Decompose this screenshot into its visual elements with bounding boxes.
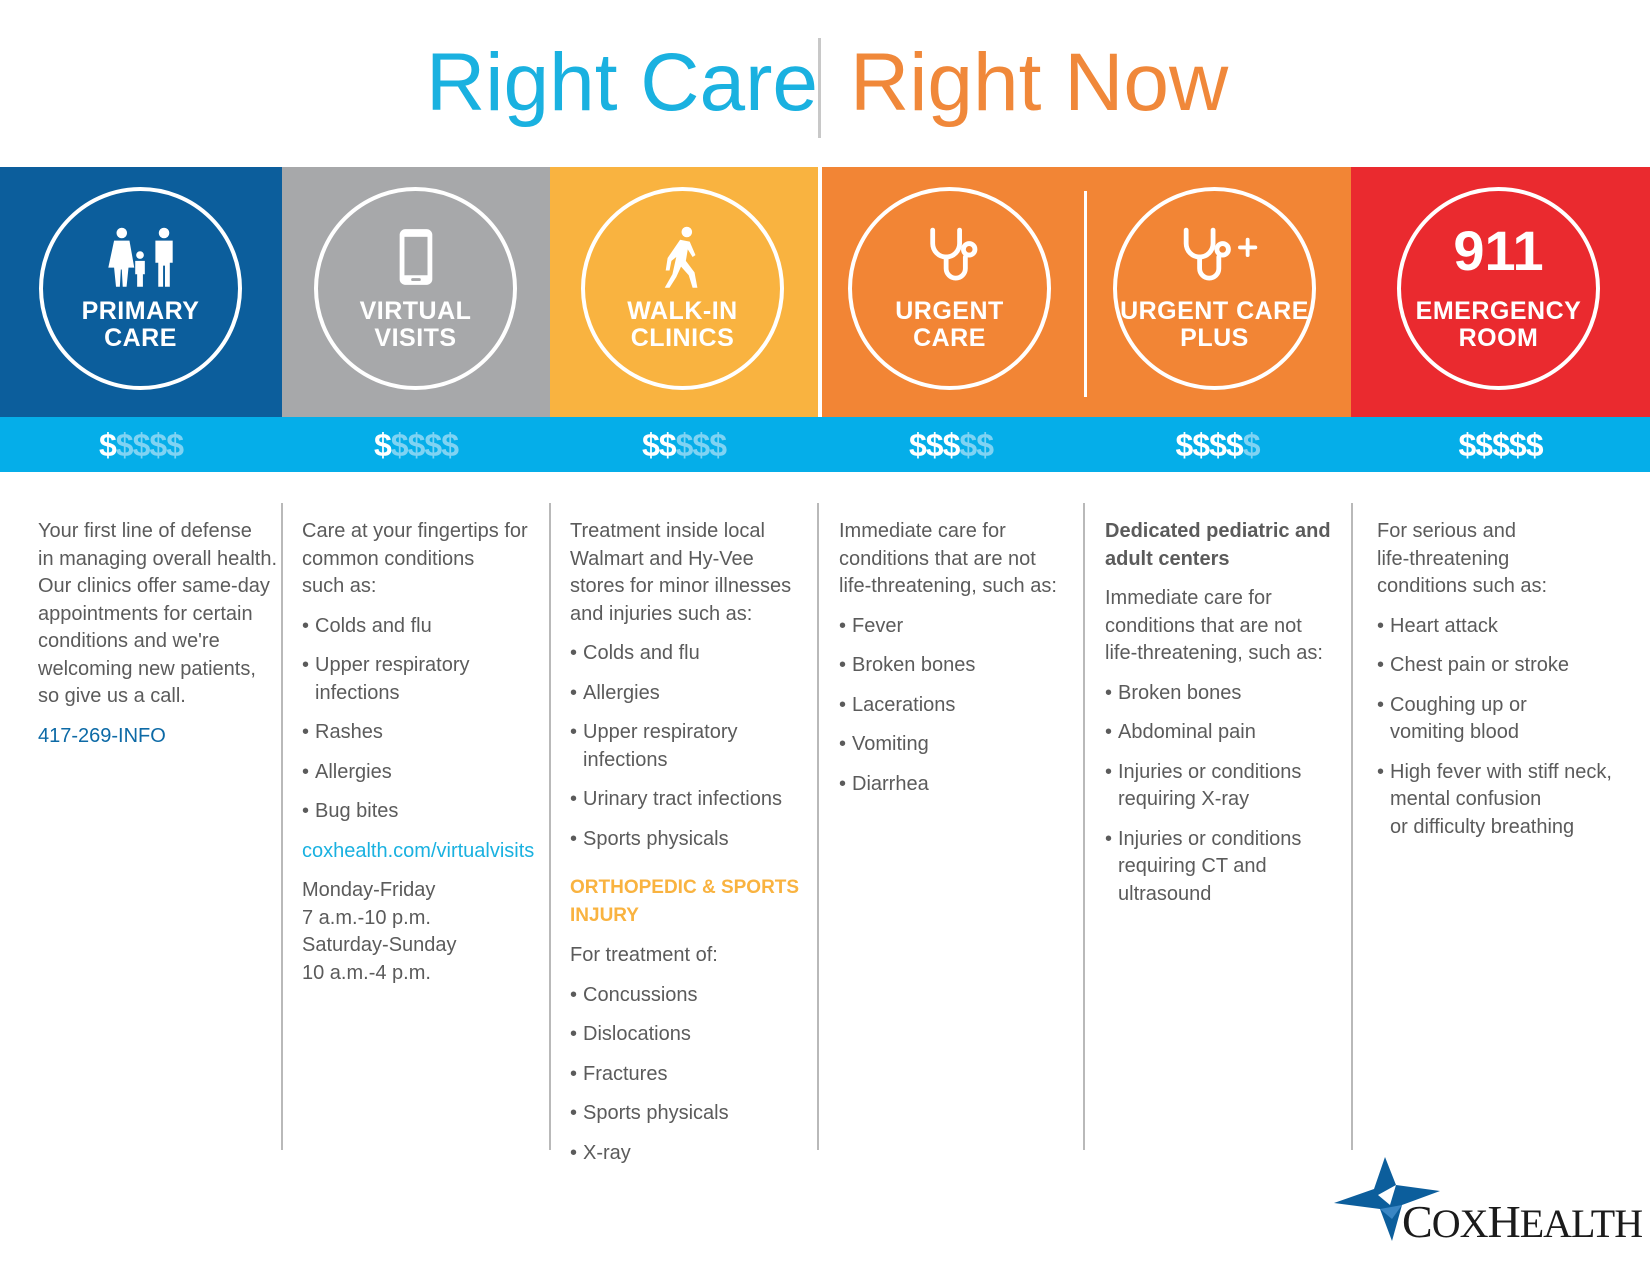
service-label: CLINICS — [630, 324, 735, 352]
stethoscope-icon — [852, 225, 1047, 289]
band-separator — [818, 167, 822, 417]
list-item: Bug bites — [302, 798, 547, 826]
service-label: VIRTUAL — [359, 297, 472, 325]
service-label: EMERGENCY — [1415, 297, 1582, 325]
cost-rating: $$$$$ — [1458, 427, 1544, 463]
emergency-room-description: For serious and life-threatening conditi… — [1377, 520, 1548, 597]
virtual-visits-link[interactable]: coxhealth.com/virtualvisits — [302, 839, 535, 862]
coxhealth-star-icon — [1334, 1157, 1440, 1241]
primary-care-column: Your first line of defense in managing o… — [38, 518, 278, 750]
emergency-room-badge: 911 EMERGENCY ROOM — [1397, 187, 1600, 390]
list-item: High fever with stiff neck,mental confus… — [1377, 759, 1647, 842]
walking-person-icon — [585, 225, 780, 289]
urgent-care-conditions-list: Fever Broken bones Lacerations Vomiting … — [839, 613, 1079, 799]
service-label: PLUS — [1180, 324, 1249, 352]
emergency-room-conditions-list: Heart attack Chest pain or stroke Coughi… — [1377, 613, 1647, 842]
list-item: Sports physicals — [570, 826, 815, 854]
virtual-visits-conditions-list: Colds and flu Upper respiratoryinfection… — [302, 613, 547, 826]
list-item: Colds and flu — [570, 640, 815, 668]
coxhealth-wordmark: COXHEALTH — [1402, 1196, 1643, 1247]
urgent-care-column: Immediate care for conditions that are n… — [839, 518, 1079, 810]
urgent-care-description: Immediate care for conditions that are n… — [839, 520, 1057, 597]
urgent-care-plus-heading: Dedicated pediatric and adult centers — [1105, 520, 1331, 570]
list-item: Concussions — [570, 982, 815, 1010]
list-item: Allergies — [302, 759, 547, 787]
orthopedic-heading: ORTHOPEDIC & SPORTS INJURY — [570, 877, 800, 926]
walk-in-description: Treatment inside local Walmart and Hy-Ve… — [570, 520, 792, 625]
list-item: Fever — [839, 613, 1079, 641]
cost-rating: $$$$$ — [642, 427, 727, 463]
virtual-visits-description: Care at your fingertips for common condi… — [302, 520, 528, 597]
coxhealth-logo — [1330, 1155, 1620, 1245]
list-item: Broken bones — [1105, 680, 1348, 708]
list-item: Rashes — [302, 719, 547, 747]
column-divider — [281, 503, 283, 1150]
list-item: Broken bones — [839, 652, 1079, 680]
stethoscope-plus-icon — [1117, 225, 1312, 289]
list-item: Allergies — [570, 680, 815, 708]
urgent-care-plus-column: Dedicated pediatric and adult centers Im… — [1105, 518, 1348, 920]
cost-rating: $$$$$ — [909, 427, 994, 463]
column-divider — [1083, 503, 1085, 1150]
service-label: PRIMARY — [81, 297, 200, 325]
service-label: VISITS — [374, 324, 457, 352]
list-item: Fractures — [570, 1061, 815, 1089]
list-item: Sports physicals — [570, 1100, 815, 1128]
emergency-number: 911 — [1453, 219, 1544, 282]
list-item: Colds and flu — [302, 613, 547, 641]
cost-rating: $$$$$ — [99, 427, 184, 463]
primary-care-phone-link[interactable]: 417-269-INFO — [38, 724, 166, 747]
urgent-care-badge: URGENT CARE — [848, 187, 1051, 390]
list-item: Diarrhea — [839, 771, 1079, 799]
list-item: X-ray — [570, 1140, 815, 1168]
family-icon — [43, 225, 238, 289]
list-item: Chest pain or stroke — [1377, 652, 1647, 680]
virtual-visits-column: Care at your fingertips for common condi… — [302, 518, 547, 987]
service-label: WALK-IN — [627, 297, 738, 325]
service-label: URGENT — [895, 297, 1004, 325]
urgent-separator — [1084, 191, 1087, 397]
urgent-care-plus-description: Immediate care for conditions that are n… — [1105, 587, 1323, 664]
care-options-banner: PRIMARY CARE VIRTUAL VISITS — [0, 167, 1650, 417]
virtual-visits-badge: VIRTUAL VISITS — [314, 187, 517, 390]
walk-in-clinics-badge: WALK-IN CLINICS — [581, 187, 784, 390]
cost-rating: $$$$$ — [1175, 427, 1261, 463]
list-item: Lacerations — [839, 692, 1079, 720]
primary-care-description: Your first line of defense in managing o… — [38, 520, 278, 707]
service-label: ROOM — [1458, 324, 1539, 352]
list-item: Urinary tract infections — [570, 786, 815, 814]
urgent-care-plus-conditions-list: Broken bones Abdominal pain Injuries or … — [1105, 680, 1348, 909]
page-title: Right Care Right Now — [0, 34, 1650, 144]
cost-strip: $$$$$ $$$$$ $$$$$ $$$$$ $$$$$ $$$$$ — [0, 417, 1650, 472]
list-item: Heart attack — [1377, 613, 1647, 641]
title-right-now: Right Now — [850, 37, 1229, 128]
service-label: CARE — [913, 324, 986, 352]
column-divider — [1351, 503, 1353, 1150]
orthopedic-intro: For treatment of: — [570, 944, 718, 966]
emergency-room-column: For serious and life-threatening conditi… — [1377, 518, 1647, 853]
primary-care-badge: PRIMARY CARE — [39, 187, 242, 390]
cost-rating: $$$$$ — [374, 427, 459, 463]
list-item: Vomiting — [839, 731, 1079, 759]
orthopedic-list: Concussions Dislocations Fractures Sport… — [570, 982, 815, 1168]
urgent-care-plus-badge: URGENT CARE PLUS — [1113, 187, 1316, 390]
service-label: CARE — [104, 324, 177, 352]
walk-in-clinics-column: Treatment inside local Walmart and Hy-Ve… — [570, 518, 815, 1179]
list-item: Dislocations — [570, 1021, 815, 1049]
smartphone-icon — [318, 225, 513, 289]
virtual-visits-hours: Monday-Friday 7 a.m.-10 p.m. Saturday-Su… — [302, 879, 457, 984]
list-item: Abdominal pain — [1105, 719, 1348, 747]
title-divider — [818, 38, 821, 138]
title-right-care: Right Care — [426, 37, 818, 128]
walk-in-conditions-list: Colds and flu Allergies Upper respirator… — [570, 640, 815, 853]
column-divider — [817, 503, 819, 1150]
column-divider — [549, 503, 551, 1150]
service-label: URGENT CARE — [1120, 297, 1309, 325]
